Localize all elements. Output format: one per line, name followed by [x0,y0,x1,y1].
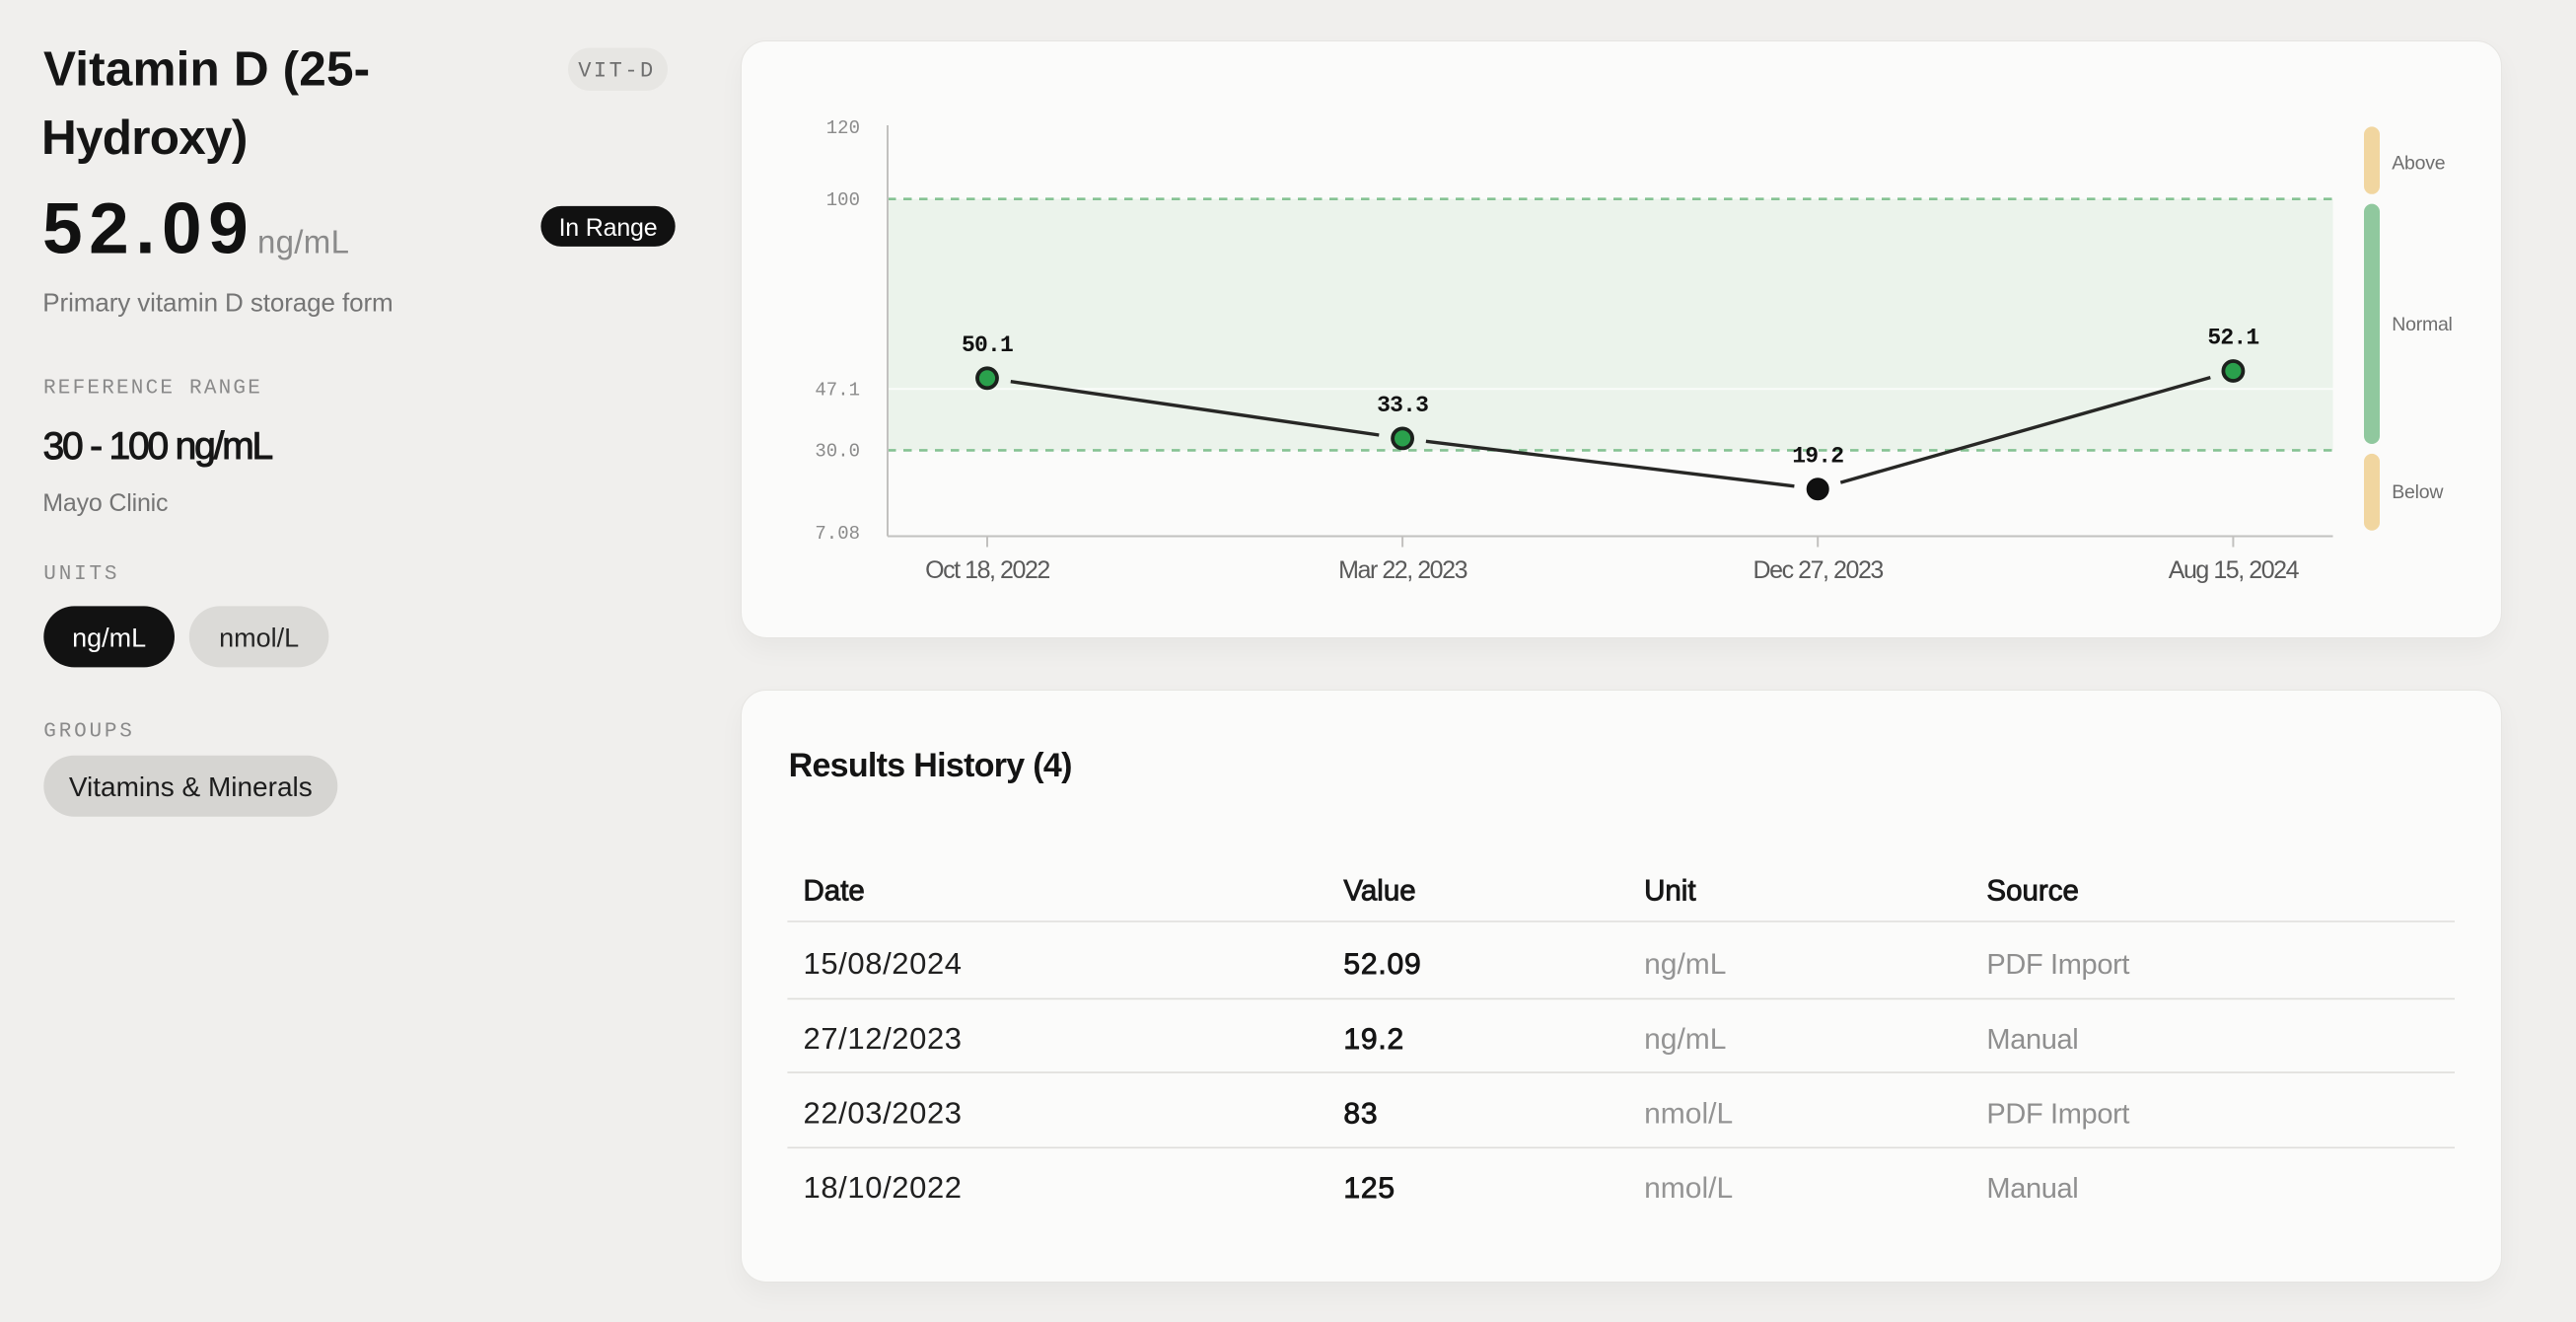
svg-text:nmol/L: nmol/L [1644,1097,1733,1130]
svg-text:Date: Date [804,874,865,907]
svg-text:Source: Source [1986,874,2078,907]
svg-text:47.1: 47.1 [815,379,860,401]
svg-text:ng/mL: ng/mL [72,623,146,652]
svg-text:nmol/L: nmol/L [1644,1172,1733,1205]
svg-text:REFERENCE RANGE: REFERENCE RANGE [43,378,262,401]
svg-text:VIT-D: VIT-D [578,58,656,83]
svg-text:19.2: 19.2 [1792,443,1843,469]
svg-text:19.2: 19.2 [1343,1023,1404,1056]
svg-text:22/03/2023: 22/03/2023 [804,1095,963,1130]
svg-text:27/12/2023: 27/12/2023 [804,1021,963,1056]
svg-text:18/10/2022: 18/10/2022 [804,1170,963,1205]
svg-text:Oct 18, 2022: Oct 18, 2022 [925,556,1049,584]
svg-text:Hydroxy): Hydroxy) [41,110,248,165]
svg-text:Above: Above [2392,153,2445,175]
svg-text:83: 83 [1343,1097,1378,1130]
svg-text:Normal: Normal [2392,314,2452,335]
svg-text:100: 100 [826,189,860,211]
svg-text:52.1: 52.1 [2207,326,2258,351]
svg-text:PDF Import: PDF Import [1986,949,2129,981]
svg-text:Aug 15, 2024: Aug 15, 2024 [2169,556,2300,584]
svg-text:30.0: 30.0 [815,441,860,463]
svg-text:52.09: 52.09 [1343,948,1421,981]
svg-text:Primary vitamin D storage form: Primary vitamin D storage form [42,288,393,318]
svg-text:120: 120 [826,117,860,139]
svg-text:Mayo Clinic: Mayo Clinic [42,489,168,517]
svg-text:Manual: Manual [1986,1173,2078,1205]
svg-text:ng/mL: ng/mL [1644,1023,1726,1056]
svg-text:nmol/L: nmol/L [219,623,299,652]
svg-text:52.09: 52.09 [42,188,254,268]
svg-text:125: 125 [1343,1172,1395,1205]
svg-text:Manual: Manual [1986,1024,2078,1056]
svg-text:In Range: In Range [559,214,658,242]
svg-text:33.3: 33.3 [1377,393,1428,418]
svg-text:GROUPS: GROUPS [43,721,134,744]
svg-text:ng/mL: ng/mL [257,223,349,259]
svg-text:15/08/2024: 15/08/2024 [804,946,963,981]
svg-text:UNITS: UNITS [43,563,119,586]
svg-text:Below: Below [2392,481,2444,503]
svg-text:50.1: 50.1 [962,332,1013,358]
svg-text:Mar 22, 2023: Mar 22, 2023 [1338,556,1467,584]
svg-text:30 - 100 ng/mL: 30 - 100 ng/mL [43,425,273,468]
svg-text:Vitamin D (25-: Vitamin D (25- [43,42,370,97]
svg-text:Vitamins & Minerals: Vitamins & Minerals [69,771,313,802]
svg-text:Value: Value [1343,874,1415,907]
svg-text:PDF Import: PDF Import [1986,1098,2129,1130]
svg-text:7.08: 7.08 [815,523,860,545]
svg-text:ng/mL: ng/mL [1644,948,1726,981]
svg-text:Results History (4): Results History (4) [789,747,1072,784]
svg-text:Unit: Unit [1644,874,1695,907]
svg-text:Dec 27, 2023: Dec 27, 2023 [1753,556,1884,584]
